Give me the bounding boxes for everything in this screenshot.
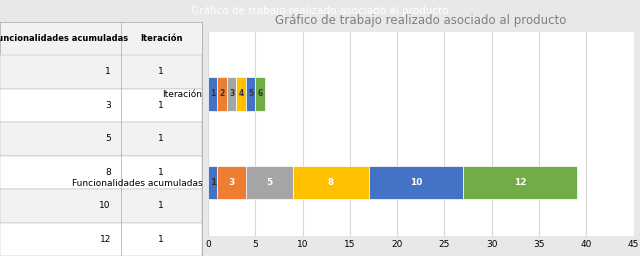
Text: 3: 3 <box>229 89 234 99</box>
Bar <box>218 77 227 111</box>
Bar <box>0 22 202 55</box>
Text: 1: 1 <box>159 134 164 143</box>
Text: 1: 1 <box>159 101 164 110</box>
Bar <box>0 122 202 156</box>
Text: 1: 1 <box>159 235 164 244</box>
Text: Gráfico de trabajo realizado asociado al producto: Gráfico de trabajo realizado asociado al… <box>191 6 449 16</box>
Text: 1: 1 <box>159 67 164 77</box>
Text: 1: 1 <box>159 168 164 177</box>
Text: 3: 3 <box>105 101 111 110</box>
Bar <box>0 189 202 222</box>
Text: 3: 3 <box>228 178 235 187</box>
Bar <box>463 166 577 199</box>
Text: 2: 2 <box>220 89 225 99</box>
Title: Gráfico de trabajo realizado asociado al producto: Gráfico de trabajo realizado asociado al… <box>275 14 566 27</box>
Bar <box>293 166 369 199</box>
Text: 10: 10 <box>410 178 422 187</box>
Text: 1: 1 <box>105 67 111 77</box>
Bar <box>369 166 463 199</box>
Bar <box>0 89 202 122</box>
Bar <box>0 55 202 89</box>
Bar <box>208 77 218 111</box>
Text: 6: 6 <box>257 89 262 99</box>
Text: 4: 4 <box>239 89 244 99</box>
Text: 5: 5 <box>105 134 111 143</box>
Text: 1: 1 <box>159 201 164 210</box>
Bar <box>236 77 246 111</box>
Text: 1: 1 <box>210 89 215 99</box>
Text: 1: 1 <box>210 178 216 187</box>
Text: Funcionalidades acumuladas: Funcionalidades acumuladas <box>0 34 129 43</box>
Bar <box>246 77 255 111</box>
Text: 12: 12 <box>99 235 111 244</box>
Text: 10: 10 <box>99 201 111 210</box>
Text: 8: 8 <box>105 168 111 177</box>
Bar <box>0 156 202 189</box>
Text: Iteración: Iteración <box>140 34 182 43</box>
Text: 5: 5 <box>266 178 273 187</box>
Bar <box>208 166 218 199</box>
Text: 5: 5 <box>248 89 253 99</box>
Bar <box>227 77 236 111</box>
Text: 12: 12 <box>514 178 526 187</box>
Bar <box>255 77 265 111</box>
Bar <box>246 166 293 199</box>
Bar <box>0 222 202 256</box>
Text: 8: 8 <box>328 178 334 187</box>
Bar <box>218 166 246 199</box>
